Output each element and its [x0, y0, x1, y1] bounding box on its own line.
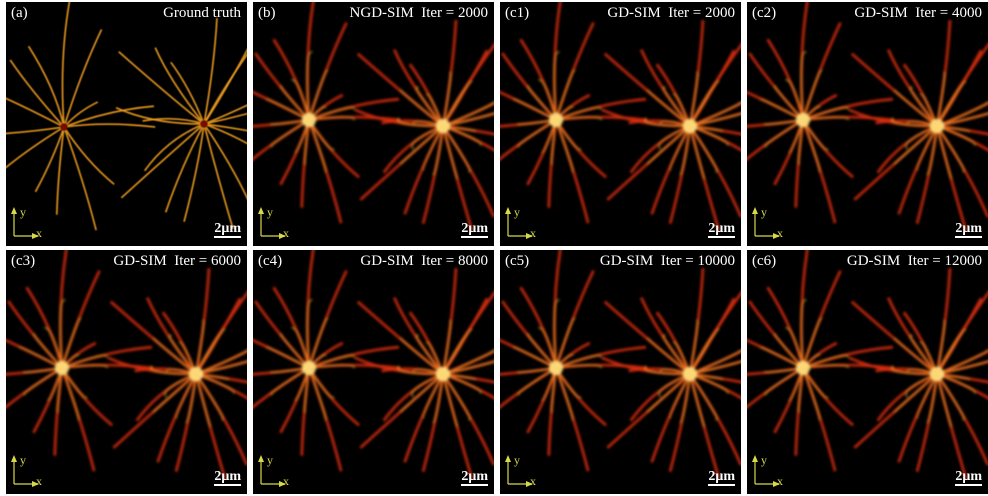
- micrograph: [747, 2, 988, 246]
- micrograph: [253, 250, 494, 494]
- micrograph: [253, 2, 494, 246]
- panel-label: (c1): [505, 5, 529, 22]
- scale-bar: 2μm: [461, 221, 488, 238]
- panel-title: Ground truth: [163, 5, 241, 22]
- micrograph: [747, 250, 988, 494]
- scale-bar: 2μm: [461, 469, 488, 486]
- panel-label: (c2): [752, 5, 776, 22]
- panel-title: GD-SIM Iter = 10000: [600, 253, 735, 270]
- panel-title: GD-SIM Iter = 6000: [113, 253, 241, 270]
- scale-bar: 2μm: [955, 221, 982, 238]
- micrograph: [6, 2, 247, 246]
- axis-label: x: [36, 474, 42, 489]
- panel-title: GD-SIM Iter = 2000: [607, 5, 735, 22]
- axis-label: x: [777, 226, 783, 241]
- scale-bar: 2μm: [214, 469, 241, 486]
- panel-label: (c6): [752, 253, 776, 270]
- panel-label: (c3): [11, 253, 35, 270]
- axis-label: y: [20, 453, 26, 468]
- micrograph: [6, 250, 247, 494]
- panel-title: GD-SIM Iter = 8000: [360, 253, 488, 270]
- panel-title: GD-SIM Iter = 4000: [854, 5, 982, 22]
- scale-bar: 2μm: [955, 469, 982, 486]
- figure: (a)Ground truth2μmyx(b)NGD-SIM Iter = 20…: [0, 0, 988, 496]
- axis-label: x: [36, 226, 42, 241]
- axis-label: y: [514, 205, 520, 220]
- axis-label: y: [514, 453, 520, 468]
- panel-label: (c5): [505, 253, 529, 270]
- axis-label: y: [267, 205, 273, 220]
- panel-label: (b): [258, 5, 276, 22]
- scale-bar: 2μm: [214, 221, 241, 238]
- micrograph: [500, 2, 741, 246]
- panel-label: (c4): [258, 253, 282, 270]
- panel-title: NGD-SIM Iter = 2000: [350, 5, 488, 22]
- axis-label: y: [20, 205, 26, 220]
- axis-label: x: [777, 474, 783, 489]
- micrograph: [500, 250, 741, 494]
- axis-label: x: [530, 474, 536, 489]
- axis-label: y: [267, 453, 273, 468]
- axis-label: x: [530, 226, 536, 241]
- axis-label: x: [283, 474, 289, 489]
- axis-label: y: [761, 453, 767, 468]
- axis-label: y: [761, 205, 767, 220]
- scale-bar: 2μm: [708, 469, 735, 486]
- panel-title: GD-SIM Iter = 12000: [847, 253, 982, 270]
- axis-label: x: [283, 226, 289, 241]
- panel-label: (a): [11, 5, 28, 22]
- scale-bar: 2μm: [708, 221, 735, 238]
